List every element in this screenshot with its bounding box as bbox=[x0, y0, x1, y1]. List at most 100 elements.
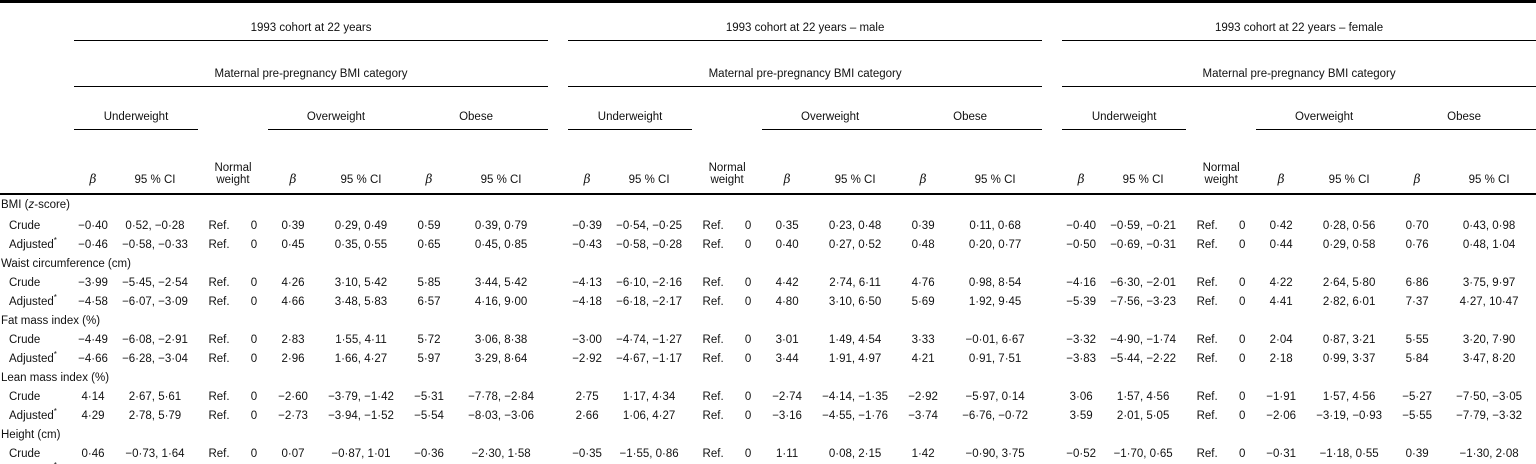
beta-obese: 3·33 bbox=[911, 333, 935, 346]
beta-obese: −5·54 bbox=[414, 409, 444, 422]
zero-cell: 0 bbox=[744, 409, 752, 422]
beta-underweight: −3·32 bbox=[1066, 333, 1096, 346]
underweight-header: Underweight bbox=[568, 86, 693, 130]
ci-obese: −1·30, 2·08 bbox=[1459, 447, 1519, 460]
ci-header: 95 % CI bbox=[318, 129, 404, 195]
row-label: Adjusted* bbox=[9, 292, 57, 308]
beta-obese: 4·21 bbox=[911, 352, 935, 365]
ref-cell: Ref. bbox=[208, 333, 230, 346]
ci-overweight: 0·35, 0·55 bbox=[334, 238, 388, 251]
zero-cell: 0 bbox=[744, 333, 752, 346]
ci-overweight: 3·48, 5·83 bbox=[334, 295, 388, 308]
beta-underweight: 0·46 bbox=[81, 447, 105, 460]
panel-gap bbox=[548, 41, 568, 87]
panel-gap bbox=[548, 292, 568, 311]
beta-overweight: 3·44 bbox=[775, 352, 799, 365]
outcome-group-label: Fat mass index (%) bbox=[1, 314, 101, 327]
ci-overweight: 1·91, 4·97 bbox=[828, 352, 882, 365]
estimate-row: Adjusted* −0·46 −0·58, −0·33 Ref. 0 0·45 0·35,… bbox=[0, 235, 1536, 254]
label-col-spacer bbox=[0, 129, 74, 195]
panel-gap bbox=[548, 129, 569, 195]
ci-underweight: −4·90, −1·74 bbox=[1110, 333, 1177, 346]
ci-underweight: 1·57, 4·56 bbox=[1116, 390, 1170, 403]
label-col-spacer bbox=[0, 2, 74, 41]
ci-overweight: 2·64, 5·80 bbox=[1322, 276, 1376, 289]
outcome-group-row: Height (cm) bbox=[0, 425, 1536, 444]
panel-gap bbox=[1042, 87, 1062, 130]
ci-obese: 0·91, 7·51 bbox=[968, 352, 1022, 365]
ci-underweight: −1·55, 0·86 bbox=[619, 447, 679, 460]
row-label: Crude bbox=[9, 276, 41, 289]
ci-obese: 0·20, 0·77 bbox=[968, 238, 1022, 251]
beta-underweight: −3·99 bbox=[78, 276, 108, 289]
panel-title-male: 1993 cohort at 22 years – male bbox=[568, 1, 1043, 41]
estimate-row: Adjusted* −4·66 −6·28, −3·04 Ref. 0 2·96 1·66,… bbox=[0, 349, 1536, 368]
row-label: Crude bbox=[9, 219, 41, 232]
zero-cell: 0 bbox=[744, 276, 752, 289]
beta-underweight: −3·00 bbox=[572, 333, 602, 346]
beta-overweight: −2·06 bbox=[1266, 409, 1296, 422]
beta-obese: 0·76 bbox=[1405, 238, 1429, 251]
zero-cell: 0 bbox=[1238, 390, 1246, 403]
beta-overweight: 0·44 bbox=[1269, 238, 1293, 251]
ci-header: 95 % CI bbox=[1100, 129, 1187, 195]
beta-overweight: 2·04 bbox=[1269, 333, 1293, 346]
ci-overweight: 0·29, 0·58 bbox=[1322, 238, 1376, 251]
ci-obese: −8·03, −3·06 bbox=[468, 409, 534, 422]
ci-underweight: 2·67, 5·61 bbox=[128, 390, 182, 403]
ci-obese: 0·48, 1·04 bbox=[1462, 238, 1516, 251]
ci-obese: 3·20, 7·90 bbox=[1462, 333, 1516, 346]
beta-symbol: β bbox=[919, 172, 927, 186]
ci-overweight: 0·27, 0·52 bbox=[828, 238, 882, 251]
beta-overweight: 4·41 bbox=[1269, 295, 1293, 308]
ci-obese: 3·44, 5·42 bbox=[474, 276, 528, 289]
ci-header: 95 % CI bbox=[454, 129, 549, 195]
outcome-group-row: Lean mass index (%) bbox=[0, 368, 1536, 387]
beta-obese: 6·57 bbox=[417, 295, 441, 308]
estimate-row: Crude −4·49 −6·08, −2·91 Ref. 0 2·83 1·55, 4·1… bbox=[0, 330, 1536, 349]
panel-gap bbox=[548, 214, 568, 235]
row-label: Adjusted* bbox=[9, 406, 57, 422]
beta-overweight: 4·26 bbox=[281, 276, 305, 289]
ci-overweight: −3·79, −1·42 bbox=[328, 390, 394, 403]
outcome-group-label: BMI (z-score) bbox=[1, 198, 71, 211]
row-label: Crude bbox=[9, 447, 41, 460]
panel-title-female: 1993 cohort at 22 years – female bbox=[1062, 1, 1536, 41]
beta-symbol: β bbox=[1413, 172, 1421, 186]
beta-underweight: −2·92 bbox=[572, 352, 602, 365]
ci-underweight: −0·54, −0·25 bbox=[616, 219, 683, 232]
beta-underweight: −4·49 bbox=[78, 333, 108, 346]
ci-underweight: −0·58, −0·33 bbox=[122, 238, 188, 251]
ref-cell: Ref. bbox=[702, 219, 724, 232]
beta-obese: 1·42 bbox=[911, 447, 935, 460]
zero-cell: 0 bbox=[744, 238, 752, 251]
ref-cell: Ref. bbox=[1196, 276, 1218, 289]
ci-underweight: 0·52, −0·28 bbox=[125, 219, 185, 232]
panel-gap bbox=[1042, 273, 1062, 292]
panel-subtitle-all: Maternal pre-pregnancy BMI category bbox=[74, 40, 549, 87]
ref-cell: Ref. bbox=[1196, 390, 1218, 403]
ci-underweight: 2·78, 5·79 bbox=[128, 409, 182, 422]
beta-overweight: 4·22 bbox=[1269, 276, 1293, 289]
panel-subtitle-female: Maternal pre-pregnancy BMI category bbox=[1062, 40, 1536, 87]
label-col-spacer bbox=[0, 41, 74, 87]
beta-obese: 5·55 bbox=[1405, 333, 1429, 346]
cohort-title-row: 1993 cohort at 22 years 1993 cohort at 2… bbox=[0, 1, 1536, 41]
panel-subtitle-male: Maternal pre-pregnancy BMI category bbox=[568, 40, 1043, 87]
ci-overweight: 2·82, 6·01 bbox=[1322, 295, 1376, 308]
ref-cell: Ref. bbox=[208, 352, 230, 365]
ci-overweight: 1·55, 4·11 bbox=[335, 333, 387, 346]
beta-symbol: β bbox=[289, 172, 297, 186]
beta-obese: 0·39 bbox=[911, 219, 935, 232]
ci-obese: −5·97, 0·14 bbox=[965, 390, 1025, 403]
estimate-row: Adjusted* 4·29 2·78, 5·79 Ref. 0 −2·73 −3·94, … bbox=[0, 406, 1536, 425]
beta-obese: −5·27 bbox=[1402, 390, 1432, 403]
zero-cell: 0 bbox=[250, 238, 258, 251]
ci-obese: −0·90, 3·75 bbox=[965, 447, 1025, 460]
ci-overweight: 0·08, 2·15 bbox=[828, 447, 882, 460]
beta-overweight: 2·96 bbox=[281, 352, 305, 365]
ci-overweight: −3·19, −0·93 bbox=[1316, 409, 1383, 422]
obese-header: Obese bbox=[1392, 86, 1536, 130]
panel-gap bbox=[548, 349, 568, 368]
beta-obese: 5·97 bbox=[417, 352, 441, 365]
